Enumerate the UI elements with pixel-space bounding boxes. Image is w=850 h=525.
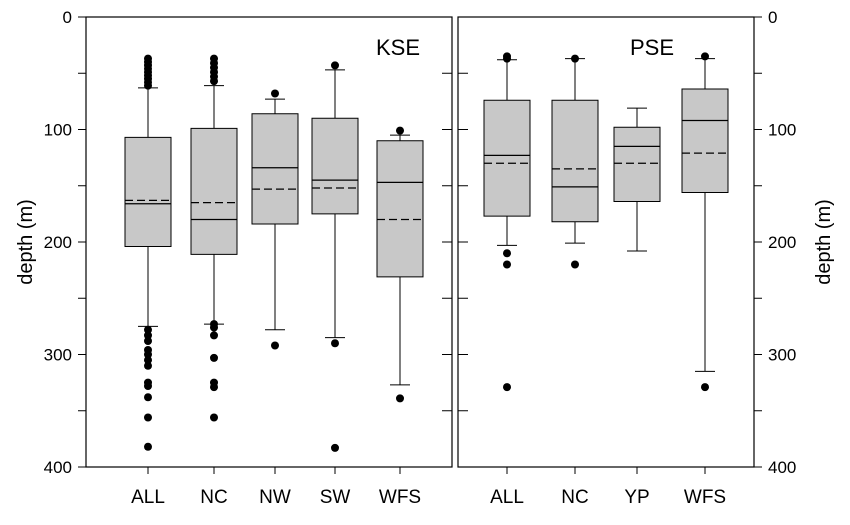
outlier-point-kse-nw — [271, 341, 279, 350]
outlier-point-kse-all — [144, 382, 152, 390]
y-tick-label-left: 0 — [63, 8, 72, 27]
outlier-point-kse-nc — [210, 331, 218, 340]
y-tick-label-right: 100 — [768, 121, 796, 140]
outlier-point-kse-nc — [210, 77, 218, 86]
outlier-point-pse-nc — [571, 54, 579, 63]
outlier-point-kse-all — [144, 325, 152, 334]
y-tick-label-left: 200 — [44, 233, 72, 252]
outlier-point-kse-nc — [210, 323, 218, 332]
outlier-point-kse-sw — [331, 443, 339, 452]
outlier-point-pse-nc — [571, 260, 579, 269]
outlier-point-kse-all — [144, 413, 152, 422]
outlier-point-kse-wfs — [396, 394, 404, 403]
x-category-label: YP — [624, 487, 649, 508]
panel-title-kse: KSE — [376, 35, 420, 60]
box-kse-nw — [251, 113, 299, 225]
outlier-point-pse-all — [503, 260, 511, 269]
outlier-point-kse-all — [144, 350, 152, 359]
box-pse-nc — [551, 99, 599, 223]
outlier-point-kse-sw — [331, 61, 339, 70]
y-axis-title-right: depth (m) — [813, 199, 835, 285]
x-category-label: ALL — [490, 487, 524, 508]
box-kse-nc — [190, 127, 238, 255]
outlier-point-kse-sw — [331, 339, 339, 348]
outlier-point-kse-nw — [271, 89, 279, 98]
y-tick-label-right: 400 — [768, 458, 796, 477]
outlier-point-kse-all — [144, 331, 152, 340]
y-tick-label-left: 100 — [44, 121, 72, 140]
box-pse-all — [483, 99, 531, 217]
x-category-label: SW — [320, 487, 351, 508]
x-category-label: WFS — [379, 487, 421, 508]
x-category-label: NW — [259, 487, 291, 508]
outlier-point-kse-all — [144, 81, 152, 90]
outlier-point-kse-all — [144, 361, 152, 370]
outlier-point-pse-all — [503, 383, 511, 392]
x-category-label: ALL — [131, 487, 165, 508]
x-category-label: WFS — [684, 487, 726, 508]
x-category-label: NC — [200, 487, 227, 508]
box-pse-yp — [613, 126, 661, 202]
outlier-point-kse-nc — [210, 383, 218, 392]
box-kse-all — [124, 136, 172, 247]
y-tick-label-left: 400 — [44, 458, 72, 477]
outlier-point-kse-all — [144, 356, 152, 365]
outlier-point-pse-wfs — [701, 383, 709, 392]
outlier-point-pse-all — [503, 54, 511, 63]
outlier-point-kse-wfs — [396, 126, 404, 135]
x-category-label: NC — [561, 487, 588, 508]
y-tick-label-right: 300 — [768, 346, 796, 365]
outlier-point-kse-all — [144, 442, 152, 451]
box-kse-sw — [311, 117, 359, 215]
y-axis-title-left: depth (m) — [15, 199, 37, 285]
panel-frame-pse — [457, 16, 755, 468]
outlier-point-pse-all — [503, 249, 511, 258]
y-tick-label-right: 0 — [768, 8, 777, 27]
panel-title-pse: PSE — [630, 35, 674, 60]
outlier-point-kse-all — [144, 337, 152, 345]
outlier-point-pse-wfs — [701, 52, 709, 61]
box-pse-wfs — [681, 88, 729, 193]
outlier-point-kse-nc — [210, 413, 218, 422]
y-tick-label-right: 200 — [768, 233, 796, 252]
outlier-point-kse-nc — [210, 353, 218, 362]
outlier-point-kse-all — [144, 393, 152, 402]
box-kse-wfs — [376, 140, 424, 278]
y-tick-label-left: 300 — [44, 346, 72, 365]
